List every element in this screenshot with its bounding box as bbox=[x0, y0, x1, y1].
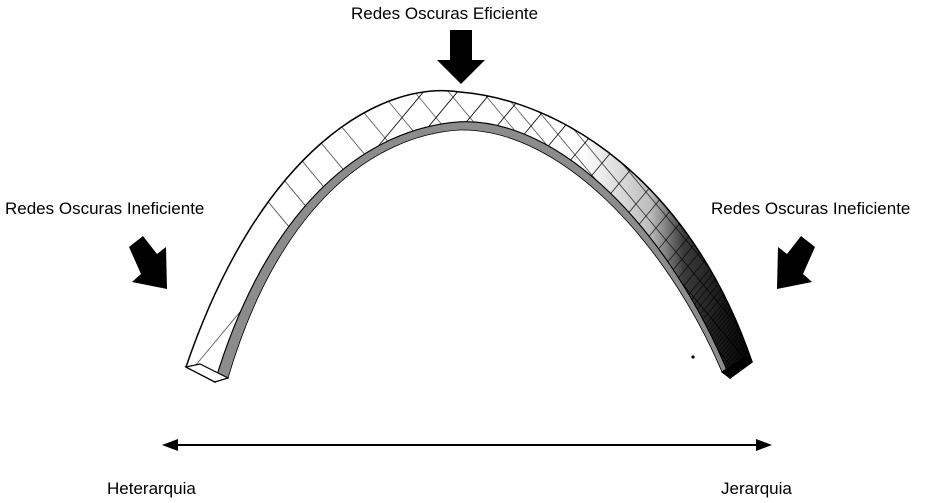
arch-right-end bbox=[720, 357, 754, 379]
right-label: Redes Oscuras Ineficiente bbox=[711, 199, 911, 218]
arrow-down-right-icon bbox=[129, 236, 167, 289]
arch-band bbox=[185, 90, 753, 384]
arch-inner-rim bbox=[214, 121, 731, 383]
top-label: Redes Oscuras Eficiente bbox=[351, 4, 539, 23]
axis-right-label: Jerarquia bbox=[721, 479, 792, 498]
arrow-down-icon bbox=[437, 30, 485, 84]
stray-dot bbox=[691, 355, 695, 359]
left-label: Redes Oscuras Ineficiente bbox=[5, 199, 205, 218]
axis-left-label: Heterarquia bbox=[107, 479, 196, 498]
arch-left-end bbox=[184, 363, 230, 383]
arrow-down-left-icon bbox=[777, 236, 815, 289]
double-headed-arrow-icon bbox=[162, 439, 772, 451]
